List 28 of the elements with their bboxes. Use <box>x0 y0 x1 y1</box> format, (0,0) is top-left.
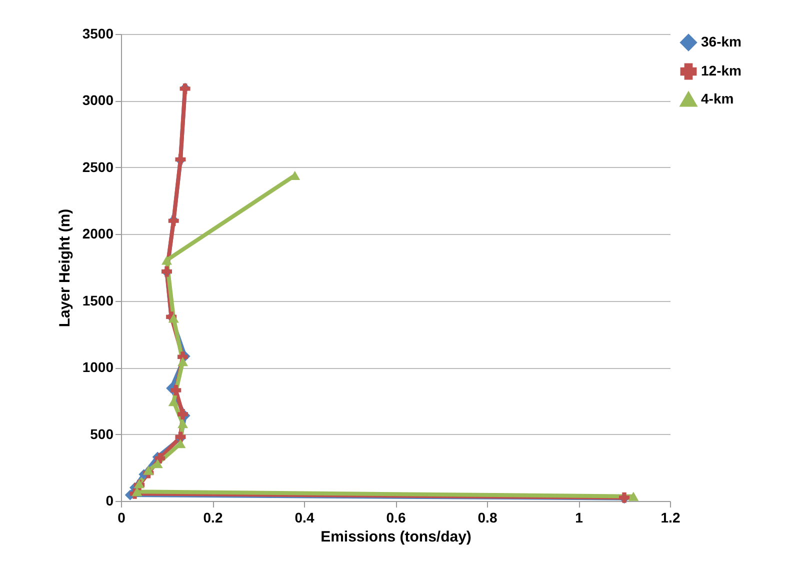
y-tick-label: 1500 <box>82 292 114 308</box>
y-tick-label: 1000 <box>82 359 114 376</box>
legend-label: 4-km <box>701 90 734 106</box>
point <box>154 453 166 464</box>
point <box>628 492 639 501</box>
x-tick-label: 0.2 <box>203 510 223 526</box>
y-tick-label: 0 <box>106 492 114 508</box>
x-tick-label: 0.6 <box>386 510 406 526</box>
point <box>170 385 182 396</box>
y-tick-label: 3500 <box>82 26 114 42</box>
point <box>143 466 154 475</box>
x-tick-label: 0 <box>118 510 126 526</box>
y-tick-label: 2500 <box>82 158 114 175</box>
y-tick-label: 500 <box>90 426 114 442</box>
point <box>178 357 188 366</box>
x-tick-label: 0.8 <box>478 510 498 526</box>
point <box>162 256 172 265</box>
x-axis-title: Emissions (tons/day) <box>320 528 472 546</box>
legend-label: 36-km <box>701 34 742 50</box>
y-tick-label: 2000 <box>82 226 114 242</box>
x-tick-label: 0.4 <box>294 510 314 526</box>
legend-label: 12-km <box>701 62 742 78</box>
x-tick-label: 1 <box>575 510 584 526</box>
y-axis-title: Layer Height (m) <box>56 208 74 328</box>
point <box>132 487 142 496</box>
y-tick-label: 3000 <box>82 92 114 108</box>
x-tick-label: 1.2 <box>660 510 680 526</box>
point <box>178 419 188 428</box>
